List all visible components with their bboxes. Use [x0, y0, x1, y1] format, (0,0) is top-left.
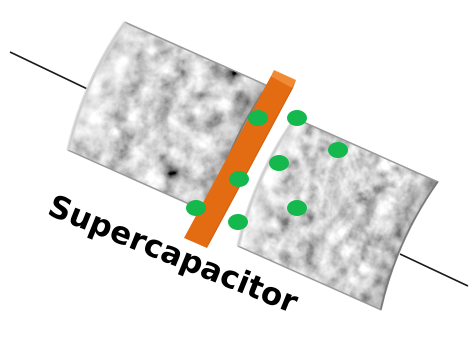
- ion-dot: [287, 200, 307, 216]
- ion-dot: [228, 214, 248, 230]
- left-lead-wire: [9, 51, 101, 96]
- ion-dot: [287, 110, 307, 126]
- ion-dot: [229, 171, 249, 187]
- ion-dot: [186, 200, 206, 216]
- ion-dot: [248, 110, 268, 126]
- ion-dot: [328, 142, 348, 158]
- ion-dot: [269, 155, 289, 171]
- right-lead-wire: [399, 253, 469, 287]
- ions-group: [186, 110, 348, 230]
